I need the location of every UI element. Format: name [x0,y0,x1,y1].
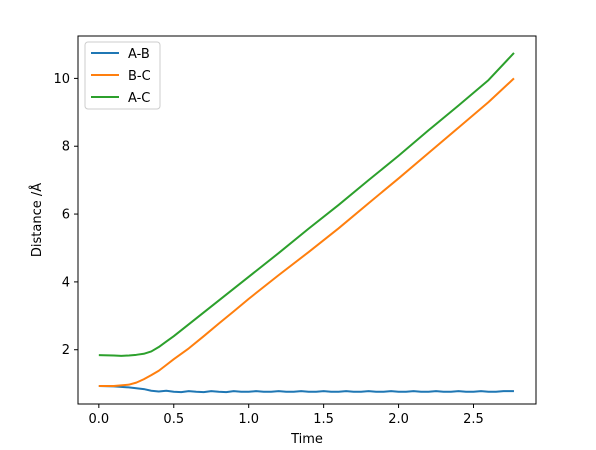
x-tick-label: 2.0 [388,412,409,427]
x-tick-label: 1.5 [313,412,334,427]
legend: A-B B-C A-C [84,41,161,110]
x-tick-label: 0.5 [163,412,184,427]
legend-label-ac: A-C [128,91,150,106]
legend-label-ab: A-B [128,47,150,62]
y-tick-label: 4 [62,275,70,290]
x-tick-label: 2.5 [463,412,484,427]
y-tick-label: 6 [62,208,70,223]
series-line-b-c [98,77,515,388]
series-layer [98,52,515,394]
x-tick-label: 0.0 [88,412,109,427]
x-axis-label: Time [290,432,323,447]
legend-box [84,41,161,110]
tick-layer: 0.0 0.5 1.0 1.5 2.0 2.5 2 4 6 8 10 [53,72,483,427]
y-axis-label: Distance /Å [29,183,45,257]
series-line-a-b [98,385,514,394]
y-tick-label: 8 [62,140,70,155]
series-line-a-c [98,52,515,357]
y-tick-label: 10 [53,72,70,87]
legend-label-bc: B-C [128,69,151,84]
y-tick-label: 2 [62,343,70,358]
plot-frame [77,35,537,405]
x-tick-label: 1.0 [238,412,259,427]
